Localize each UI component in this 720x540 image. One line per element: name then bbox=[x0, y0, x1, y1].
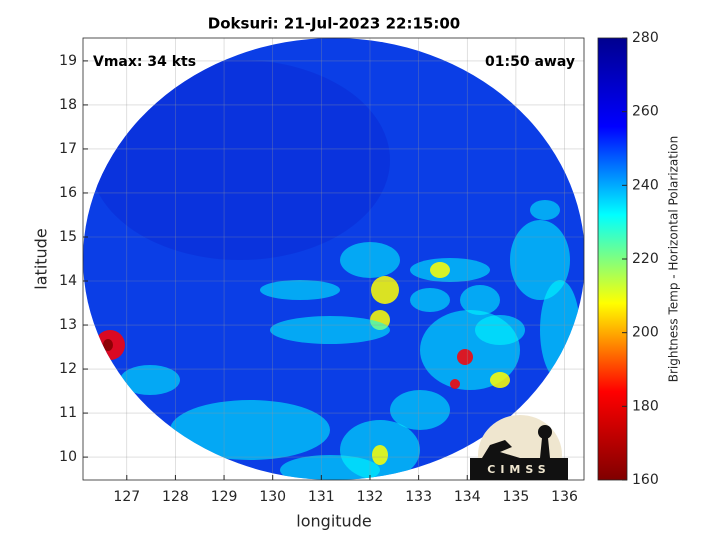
logo: CIMSS bbox=[470, 415, 568, 480]
x-tick-label: 132 bbox=[357, 489, 384, 505]
x-tick-label: 136 bbox=[551, 489, 578, 505]
x-tick-label: 133 bbox=[405, 489, 432, 505]
colorbar-tick-label: 160 bbox=[632, 472, 659, 488]
cloud-feature bbox=[530, 200, 560, 220]
cloud-feature bbox=[450, 379, 460, 389]
cloud-feature bbox=[371, 276, 399, 304]
y-tick-label: 11 bbox=[59, 405, 77, 421]
y-tick-label: 18 bbox=[59, 97, 77, 113]
cloud-feature bbox=[410, 288, 450, 312]
cloud-feature bbox=[260, 280, 340, 300]
colorbar-tick-label: 180 bbox=[632, 398, 659, 414]
x-axis-label: longitude bbox=[296, 512, 371, 531]
cloud-feature bbox=[510, 220, 570, 300]
cloud-feature bbox=[475, 315, 525, 345]
y-axis-label: latitude bbox=[32, 228, 51, 289]
cloud-feature bbox=[170, 400, 330, 460]
cloud-feature bbox=[103, 339, 113, 351]
cloud-feature bbox=[490, 372, 510, 388]
logo-text: CIMSS bbox=[487, 463, 550, 476]
colorbar-tick-label: 280 bbox=[632, 30, 659, 46]
cloud-feature bbox=[270, 316, 390, 344]
x-tick-label: 127 bbox=[113, 489, 140, 505]
y-tick-label: 19 bbox=[59, 53, 77, 69]
x-tick-label: 129 bbox=[211, 489, 238, 505]
annotation: 01:50 away bbox=[485, 54, 575, 70]
title: Doksuri: 21-Jul-2023 22:15:00 bbox=[208, 15, 460, 33]
imagery bbox=[83, 38, 584, 480]
y-tick-label: 14 bbox=[59, 273, 77, 289]
cloud-feature bbox=[430, 262, 450, 278]
cloud-feature bbox=[120, 365, 180, 395]
annotation: Vmax: 34 kts bbox=[93, 54, 196, 70]
y-tick-label: 12 bbox=[59, 361, 77, 377]
y-tick-label: 15 bbox=[59, 229, 77, 245]
y-tick-label: 13 bbox=[59, 317, 77, 333]
y-tick-label: 10 bbox=[59, 449, 77, 465]
colorbar-tick-label: 220 bbox=[632, 251, 659, 267]
cloud-feature bbox=[372, 445, 388, 465]
cloud-feature bbox=[390, 390, 450, 430]
plot-frame bbox=[82, 37, 585, 481]
y-tick-label: 16 bbox=[59, 185, 77, 201]
colorbar-label: Brightness Temp - Horizontal Polarizatio… bbox=[667, 136, 681, 383]
cloud-feature bbox=[457, 349, 473, 365]
x-tick-label: 134 bbox=[454, 489, 481, 505]
x-tick-label: 130 bbox=[259, 489, 286, 505]
cloud-feature bbox=[460, 285, 500, 315]
colorbar-tick-label: 260 bbox=[632, 104, 659, 120]
x-tick-label: 131 bbox=[308, 489, 335, 505]
cloud-feature bbox=[280, 455, 380, 480]
colorbar-tick-label: 200 bbox=[632, 325, 659, 341]
x-tick-label: 128 bbox=[162, 489, 189, 505]
colorbar-tick-label: 240 bbox=[632, 177, 659, 193]
y-tick-label: 17 bbox=[59, 141, 77, 157]
cloud-band bbox=[90, 60, 390, 260]
x-tick-label: 135 bbox=[503, 489, 530, 505]
